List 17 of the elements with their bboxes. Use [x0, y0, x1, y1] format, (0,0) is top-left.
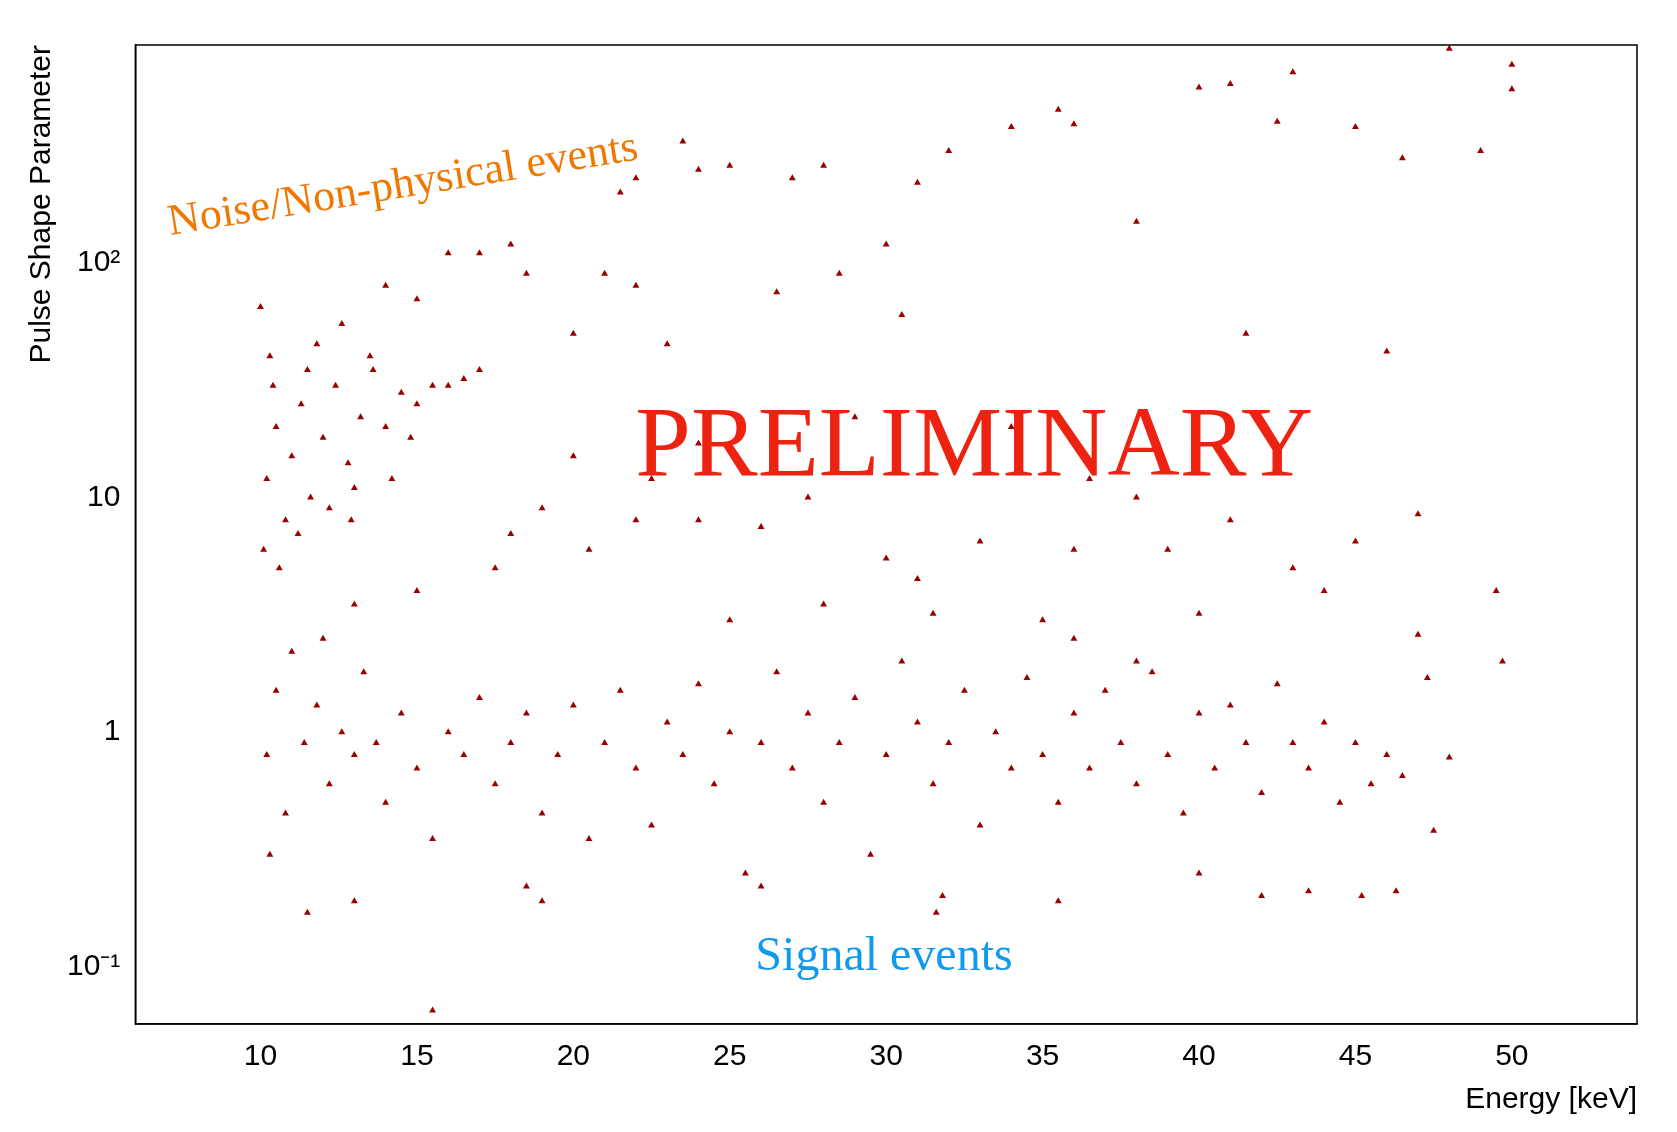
x-tick-label: 45	[1338, 1038, 1373, 1072]
x-tick-label: 50	[1495, 1038, 1529, 1072]
annotation: Signal events	[755, 927, 1013, 980]
y-tick-label: 1	[103, 713, 121, 747]
y-axis-title: Pulse Shape Parameter	[23, 44, 57, 364]
x-tick-label: 10	[243, 1038, 278, 1072]
x-tick-label: 40	[1182, 1038, 1216, 1072]
y-tick-label: 10	[86, 478, 121, 512]
x-tick-label: 15	[400, 1038, 434, 1072]
x-tick-label: 20	[556, 1038, 591, 1072]
x-axis-title: Energy [keV]	[1465, 1081, 1637, 1115]
y-tick-label: 10²	[77, 244, 121, 278]
x-tick-label: 25	[713, 1038, 747, 1072]
annotation: PRELIMINARY	[635, 386, 1314, 497]
x-tick-label: 35	[1025, 1038, 1060, 1072]
x-tick-label: 30	[869, 1038, 903, 1072]
y-tick-label: 10⁻¹	[67, 948, 121, 981]
